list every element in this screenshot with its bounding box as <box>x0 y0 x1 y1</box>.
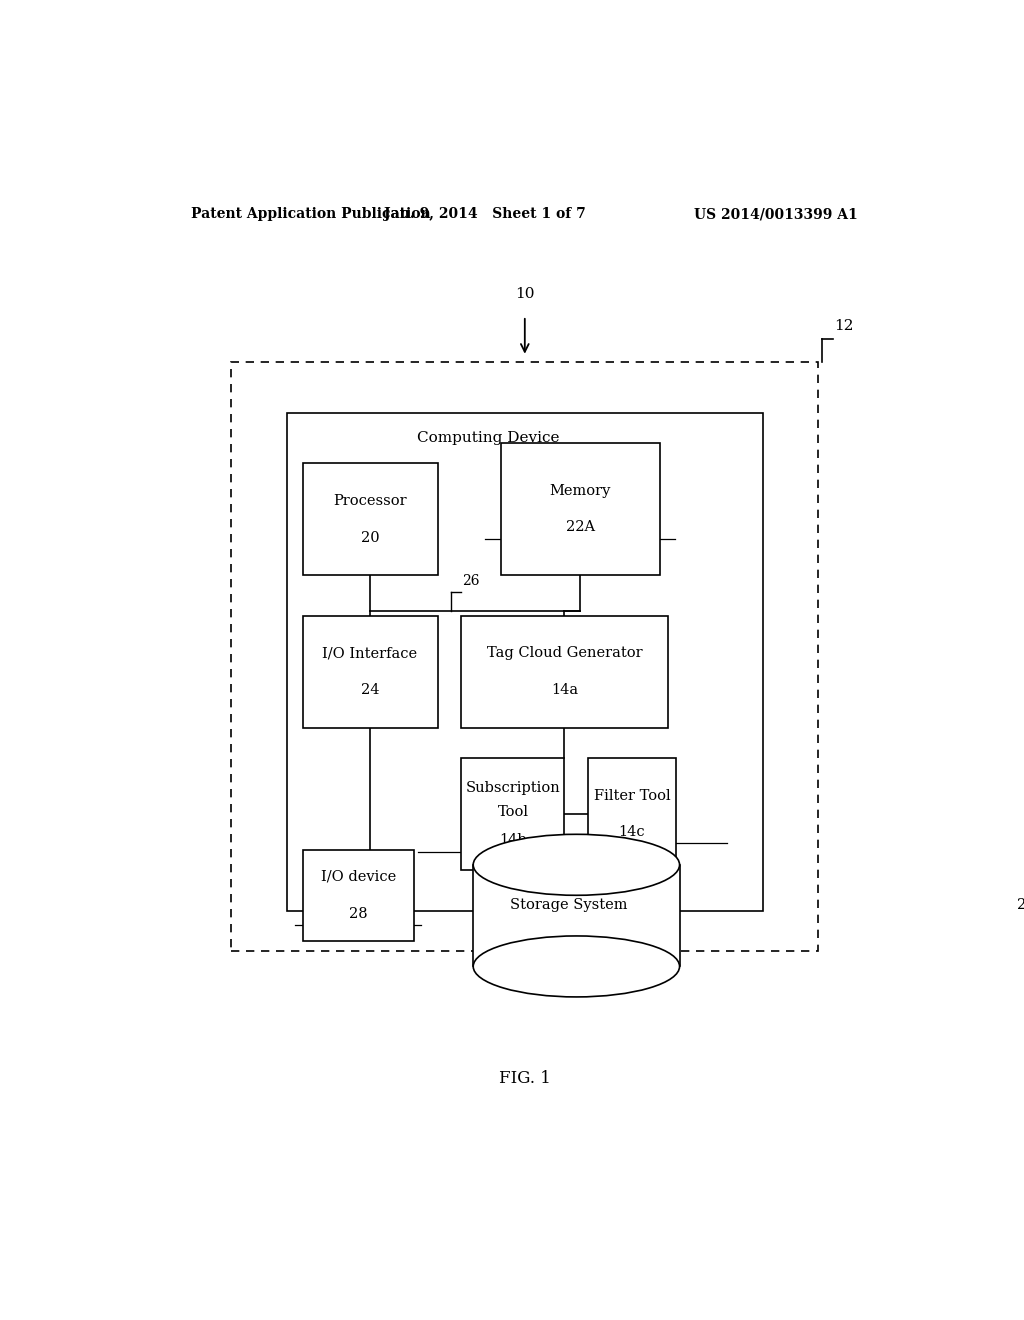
Ellipse shape <box>473 936 680 997</box>
Text: US 2014/0013399 A1: US 2014/0013399 A1 <box>694 207 858 222</box>
FancyBboxPatch shape <box>461 758 564 870</box>
Text: Processor: Processor <box>333 494 407 508</box>
Text: Tool: Tool <box>498 805 528 818</box>
Text: Tag Cloud Generator: Tag Cloud Generator <box>486 647 642 660</box>
Text: FIG. 1: FIG. 1 <box>499 1069 551 1086</box>
FancyBboxPatch shape <box>303 850 414 941</box>
Text: Subscription: Subscription <box>466 780 560 795</box>
Text: 14a: 14a <box>551 682 578 697</box>
FancyBboxPatch shape <box>473 865 680 966</box>
Text: Memory: Memory <box>550 483 611 498</box>
Text: Filter Tool: Filter Tool <box>594 788 671 803</box>
Text: 10: 10 <box>515 286 535 301</box>
Text: 14c: 14c <box>618 825 645 840</box>
Text: 14b: 14b <box>499 833 526 847</box>
Text: 22A: 22A <box>566 520 595 535</box>
Text: Patent Application Publication: Patent Application Publication <box>191 207 431 222</box>
FancyBboxPatch shape <box>588 758 676 870</box>
Text: 24: 24 <box>360 682 379 697</box>
FancyBboxPatch shape <box>501 444 659 576</box>
Text: I/O device: I/O device <box>321 870 395 884</box>
Text: I/O Interface: I/O Interface <box>323 647 418 660</box>
Ellipse shape <box>473 834 680 895</box>
Text: 20: 20 <box>360 531 379 545</box>
Text: 26: 26 <box>463 574 480 589</box>
Text: 12: 12 <box>835 319 854 333</box>
Text: 22B: 22B <box>1017 899 1024 912</box>
FancyBboxPatch shape <box>303 463 437 576</box>
Text: 28: 28 <box>349 907 368 920</box>
FancyBboxPatch shape <box>461 615 668 727</box>
Text: Computing Device: Computing Device <box>417 430 569 445</box>
Text: Jan. 9, 2014   Sheet 1 of 7: Jan. 9, 2014 Sheet 1 of 7 <box>384 207 586 222</box>
FancyBboxPatch shape <box>303 615 437 727</box>
Text: Storage System: Storage System <box>510 899 627 912</box>
